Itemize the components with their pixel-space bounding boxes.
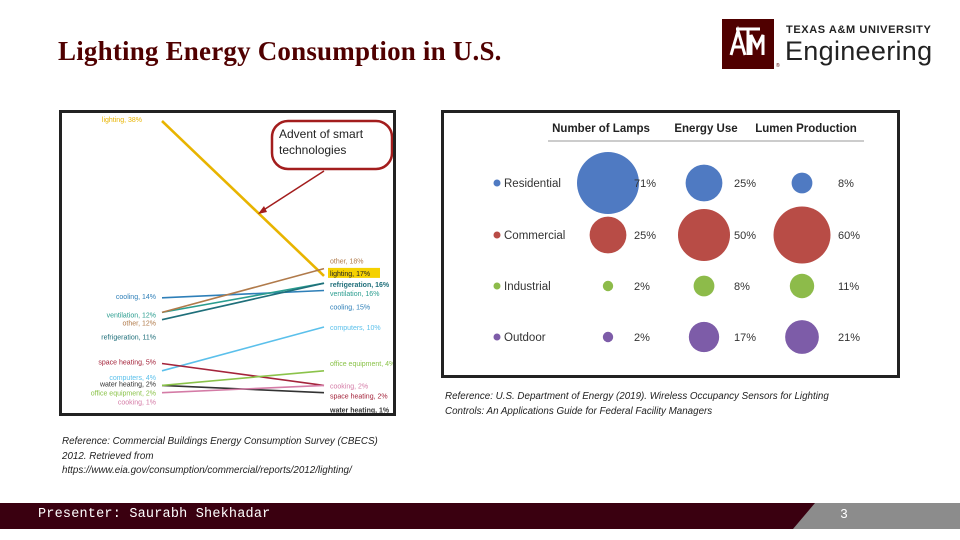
registered-mark: ® — [776, 63, 780, 69]
page-number: 3 — [840, 506, 848, 521]
right-series-label: lighting, 17% — [330, 271, 370, 278]
column-header: Lumen Production — [755, 123, 857, 135]
left-series-label: cooling, 14% — [116, 294, 156, 301]
legend-dot — [493, 282, 501, 290]
university-name: TEXAS A&M UNIVERSITY — [786, 24, 932, 36]
right-series-label: office equipment, 4% — [330, 361, 393, 368]
left-series-label: space heating, 5% — [98, 360, 156, 367]
right-series-label: cooking, 2% — [330, 383, 368, 390]
trend-line-3 — [161, 267, 325, 314]
bubble — [789, 273, 815, 299]
bubble-row: Industrial 2% 8% 11% — [493, 273, 859, 299]
trend-line-5 — [161, 326, 325, 372]
trend-line-6 — [161, 362, 325, 387]
legend-dot — [493, 231, 501, 239]
left-series-label: other, 12% — [123, 320, 156, 327]
left-reference: Reference: Commercial Buildings Energy C… — [62, 435, 422, 479]
bubble — [785, 320, 819, 354]
bubble — [602, 331, 614, 343]
right-series-label: ventilation, 16% — [330, 291, 379, 298]
right-series-label: water heating, 1% — [329, 408, 390, 413]
bubble-row: Commercial 25% 50% 60% — [493, 206, 860, 264]
left-series-label: refrigeration, 11% — [101, 335, 156, 342]
right-reference-line2: Controls: An Applications Guide for Fede… — [445, 405, 713, 417]
right-series-label: computers, 10% — [330, 325, 381, 332]
bubble-row: Outdoor 2% 17% 21% — [493, 320, 860, 354]
logo-mark-icon — [728, 25, 768, 64]
row-label: Residential — [504, 178, 561, 190]
bubble — [602, 280, 614, 292]
trend-line-9 — [161, 384, 325, 394]
bubble — [773, 206, 831, 264]
bubble — [688, 321, 720, 353]
right-reference: Reference: U.S. Department of Energy (20… — [445, 390, 915, 419]
bubble-row: Residential 71% 25% 8% — [493, 152, 854, 214]
bubble-value: 21% — [838, 332, 860, 344]
trend-line-1 — [161, 289, 325, 299]
right-series-label: refrigeration, 16% — [330, 282, 390, 289]
legend-dot — [493, 179, 501, 187]
left-series-label: lighting, 38% — [102, 117, 142, 124]
callout-line2: technologies — [279, 143, 346, 157]
consumption-trend-chart: lighting, 38% lighting, 17% cooling, 14% co… — [59, 110, 396, 424]
bubble-value: 25% — [634, 230, 656, 242]
bubble — [685, 164, 723, 202]
slide-title: Lighting Energy Consumption in U.S. — [58, 36, 502, 66]
callout-arrow — [258, 170, 325, 214]
left-reference-line2: 2012. Retrieved from — [62, 450, 154, 462]
right-series-label: other, 18% — [330, 259, 363, 266]
bubble-value: 8% — [838, 178, 854, 190]
bubble-table-chart: Number of Lamps Energy Use Lumen Productio… — [441, 110, 900, 378]
left-series-label: ventilation, 12% — [107, 312, 156, 319]
bubble-value: 50% — [734, 230, 756, 242]
bubble-value: 2% — [634, 281, 650, 293]
left-series-label: water heating, 2% — [99, 381, 156, 388]
left-series-label: office equipment, 2% — [91, 390, 156, 397]
tamu-logo — [722, 19, 774, 69]
right-reference-line1: Reference: U.S. Department of Energy (20… — [445, 391, 829, 402]
trend-line-2 — [161, 282, 325, 314]
bubble-value: 25% — [734, 178, 756, 190]
column-header: Energy Use — [674, 123, 737, 135]
department-name: Engineering — [785, 36, 933, 66]
row-label: Outdoor — [504, 332, 546, 344]
left-series-label: computers, 4% — [109, 375, 156, 382]
bubble — [577, 152, 639, 214]
column-header: Number of Lamps — [552, 123, 650, 135]
bubble — [791, 172, 813, 194]
trend-line-0 — [161, 120, 325, 277]
bubble-value: 17% — [734, 332, 756, 344]
row-label: Commercial — [504, 230, 565, 242]
trend-chart-svg: lighting, 38% lighting, 17% cooling, 14% co… — [91, 117, 396, 424]
bubble-value: 11% — [838, 281, 859, 293]
right-series-label: space heating, 2% — [330, 393, 388, 400]
callout-box: Advent of smart technologies — [270, 119, 394, 171]
bubble — [677, 208, 731, 262]
bubble-value: 71% — [634, 178, 656, 190]
bubble-value: 2% — [634, 332, 650, 344]
bubble — [589, 216, 627, 254]
callout-line1: Advent of smart — [279, 127, 364, 141]
left-series-label: cooking, 1% — [118, 400, 156, 407]
bubble-value: 60% — [838, 230, 860, 242]
highlight-box — [328, 267, 380, 278]
bubble-value: 8% — [734, 281, 750, 293]
bubble-chart-svg: Number of Lamps Energy Use Lumen Productio… — [493, 123, 864, 354]
footer-accent — [793, 503, 960, 529]
row-label: Industrial — [504, 281, 551, 293]
presenter-name: Presenter: Saurabh Shekhadar — [38, 507, 271, 522]
trend-line-4 — [161, 282, 325, 321]
legend-dot — [493, 333, 501, 341]
right-series-label: cooling, 15% — [330, 305, 370, 312]
trend-line-8 — [161, 370, 325, 387]
left-reference-link[interactable]: https://www.eia.gov/consumption/commerci… — [62, 465, 352, 476]
bubble — [693, 275, 715, 297]
left-reference-line1: Reference: Commercial Buildings Energy C… — [62, 436, 378, 447]
